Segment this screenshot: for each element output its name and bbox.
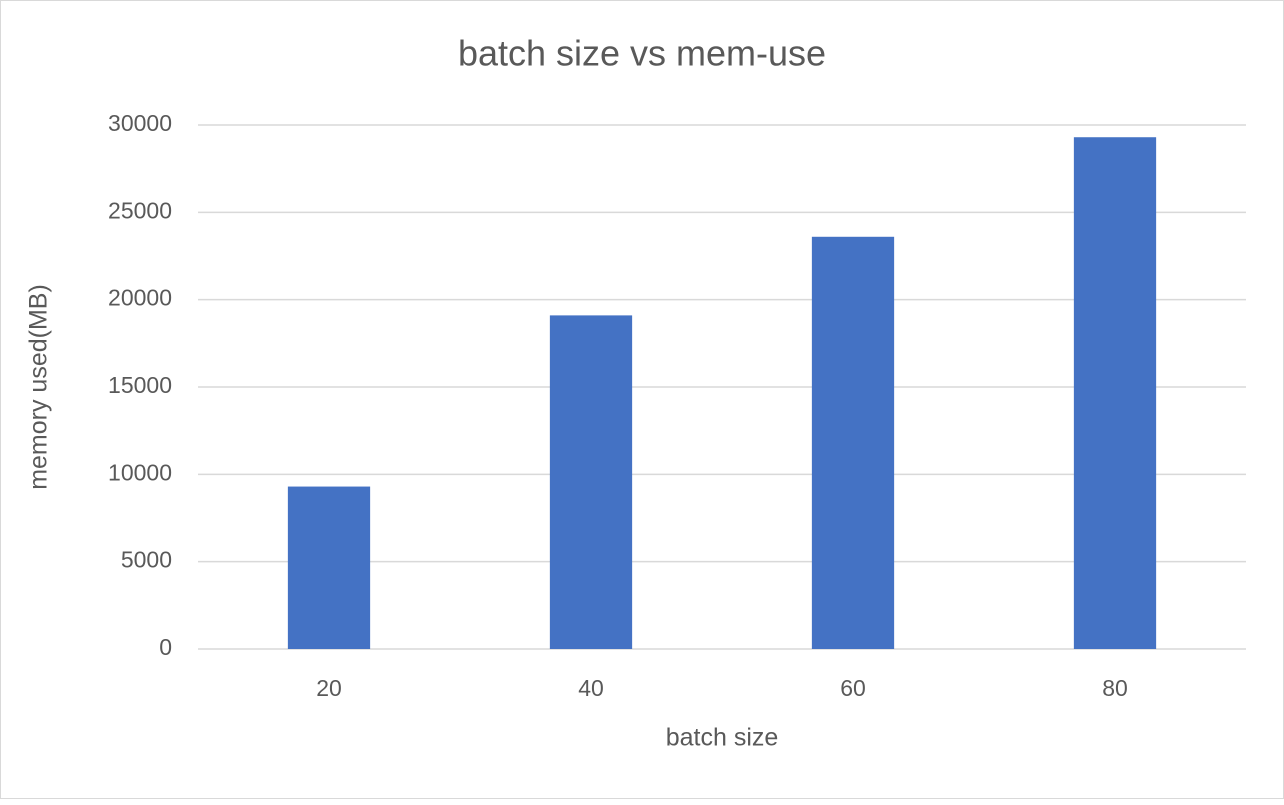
x-axis-title: batch size — [666, 724, 779, 752]
x-tick-label: 40 — [578, 675, 604, 701]
bar — [549, 315, 633, 649]
y-tick-label: 30000 — [108, 110, 172, 136]
y-tick-label: 0 — [159, 634, 172, 660]
y-tick-label: 10000 — [108, 459, 172, 485]
chart-title: batch size vs mem-use — [458, 33, 826, 74]
y-tick-label: 20000 — [108, 285, 172, 311]
bar — [287, 486, 371, 649]
y-tick-label: 15000 — [108, 372, 172, 398]
y-tick-label: 25000 — [108, 197, 172, 223]
bar — [1073, 137, 1157, 649]
bar — [811, 236, 895, 649]
x-tick-label: 80 — [1102, 675, 1128, 701]
x-tick-label: 20 — [316, 675, 342, 701]
y-tick-label: 5000 — [121, 547, 172, 573]
x-tick-label: 60 — [840, 675, 866, 701]
y-axis-title: memory used(MB) — [25, 284, 53, 490]
